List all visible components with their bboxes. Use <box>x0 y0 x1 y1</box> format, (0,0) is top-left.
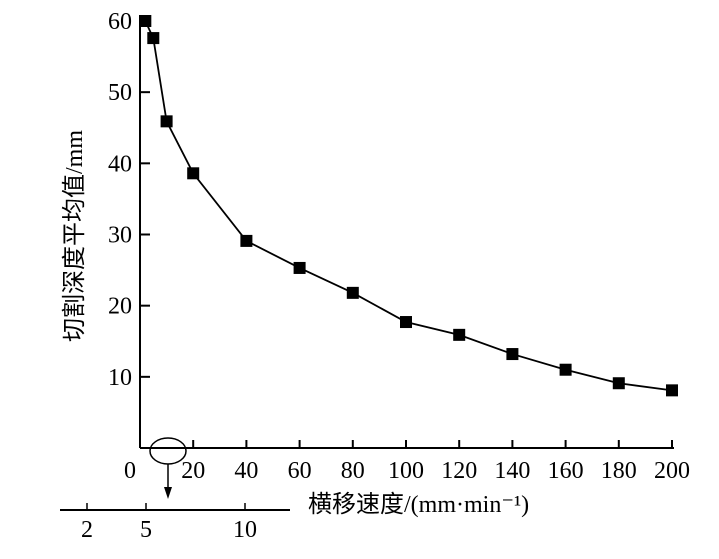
magnifier-circle <box>149 437 187 465</box>
inset-tick-label: 10 <box>233 517 257 543</box>
x-tick-label: 160 <box>548 458 584 484</box>
data-point-marker <box>139 15 152 27</box>
data-point-marker <box>240 234 253 247</box>
x-axis-label: 横移速度/(mm·min⁻¹) <box>308 491 529 518</box>
y-tick-label: 60 <box>108 9 132 35</box>
data-point-marker <box>612 377 625 390</box>
series-path <box>144 20 673 392</box>
y-tick-label: 20 <box>108 294 132 320</box>
data-point-marker <box>400 316 412 329</box>
y-axis-label: 切割深度平均值/mm <box>61 130 88 342</box>
data-point-marker <box>506 348 519 361</box>
y-tick-label: 40 <box>108 151 132 177</box>
data-point-marker <box>147 32 160 45</box>
data-point-marker <box>666 384 678 397</box>
x-tick-label: 140 <box>494 458 530 484</box>
magnifier-arrow-head <box>164 487 172 499</box>
y-tick-label: 10 <box>108 365 132 391</box>
y-tick-label: 50 <box>108 80 132 106</box>
x-tick-label: 80 <box>341 458 365 484</box>
x-tick-label: 120 <box>441 458 477 484</box>
series-line <box>139 15 678 397</box>
data-point-marker <box>293 261 306 274</box>
x-tick-label: 60 <box>288 458 312 484</box>
x-tick-label: 200 <box>654 458 690 484</box>
data-point-marker <box>187 167 200 180</box>
data-point-marker <box>160 115 173 128</box>
axes: 0 20 40 60 80 100 120 140 160 180 200 10 20 30 40 50 60 2… <box>60 9 690 543</box>
inset-tick-label: 2 <box>81 517 93 543</box>
data-point-marker <box>346 286 359 299</box>
x-tick-label: 0 <box>124 458 136 484</box>
x-tick-label: 100 <box>388 458 424 484</box>
x-tick-label: 40 <box>234 458 258 484</box>
data-point-marker <box>453 328 466 341</box>
inset-tick-label: 5 <box>140 517 152 543</box>
x-tick-label: 20 <box>181 458 205 484</box>
y-tick-label: 30 <box>108 223 132 249</box>
data-point-marker <box>559 363 572 376</box>
x-tick-label: 180 <box>601 458 637 484</box>
